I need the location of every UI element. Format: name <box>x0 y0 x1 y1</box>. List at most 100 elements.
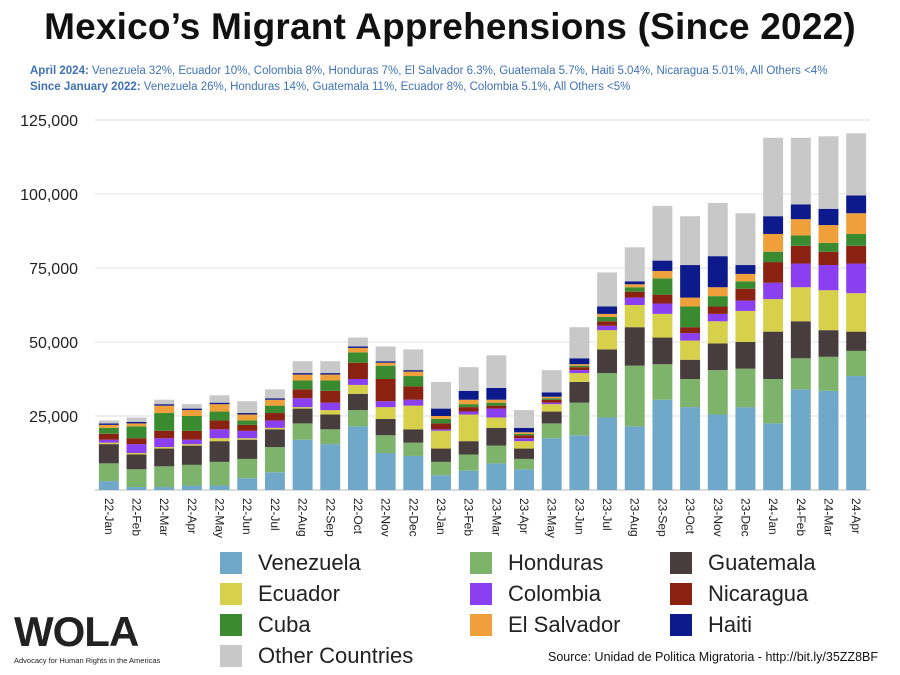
bar-segment-haiti <box>237 413 258 415</box>
bar-segment-nicaragua <box>154 430 175 439</box>
bar-segment-colombia <box>403 399 424 406</box>
bar-segment-el-salvador <box>486 399 507 403</box>
bar-segment-ecuador <box>652 313 673 338</box>
bar-segment-colombia <box>569 370 590 374</box>
bar-segment-el-salvador <box>680 297 701 307</box>
bar-segment-nicaragua <box>707 306 728 314</box>
x-tick-label: 24-Jan <box>766 498 780 535</box>
bar-segment-honduras <box>292 423 313 440</box>
x-tick-label: 23-Mar <box>489 498 503 536</box>
bar-segment-guatemala <box>375 418 396 436</box>
bar-segment-venezuela <box>486 463 507 490</box>
bar-segment-el-salvador <box>264 399 285 406</box>
bar-segment-honduras <box>209 461 230 486</box>
bar-segment-ecuador <box>597 330 618 350</box>
bar-segment-el-salvador <box>375 362 396 366</box>
bar-segment-el-salvador <box>237 414 258 421</box>
bar-segment-guatemala <box>818 330 839 357</box>
bar-segment-el-salvador <box>98 424 119 428</box>
x-tick-label: 23-Jul <box>600 498 614 531</box>
bar-segment-el-salvador <box>403 371 424 377</box>
bar-segment-guatemala <box>763 331 784 379</box>
y-tick-label: 100,000 <box>20 187 78 204</box>
bar-segment-nicaragua <box>597 321 618 326</box>
legend-swatch <box>220 552 242 574</box>
legend-label: El Salvador <box>508 612 621 637</box>
bar-segment-other-countries <box>514 410 534 428</box>
x-tick-label: 23-May <box>545 498 559 538</box>
bar-segment-colombia <box>126 444 147 453</box>
bar-segment-cuba <box>320 380 341 391</box>
bar-segment-ecuador <box>292 407 313 409</box>
y-tick-label: 25,000 <box>29 409 78 426</box>
legend-label: Honduras <box>508 550 604 575</box>
bar-segment-ecuador <box>264 427 285 430</box>
wola-logo: WOLA Advocacy for Human Rights in the Am… <box>14 608 164 666</box>
bar-segment-other-countries <box>347 337 368 347</box>
bar-segment-venezuela <box>209 485 230 490</box>
bar-segment-venezuela <box>98 481 119 490</box>
bar-segment-colombia <box>735 300 756 311</box>
x-tick-label: 23-Sep <box>655 498 669 537</box>
bar-segment-nicaragua <box>431 423 451 430</box>
bar-segment-nicaragua <box>126 438 147 445</box>
bar-segment-other-countries <box>403 349 424 371</box>
legend-swatch <box>470 583 492 605</box>
legend-label: Other Countries <box>258 643 414 668</box>
bar-segment-guatemala <box>624 327 645 366</box>
y-tick-label: 75,000 <box>29 261 78 278</box>
bar-segment-ecuador <box>347 384 368 394</box>
bar-segment-honduras <box>680 379 701 408</box>
bar-segment-ecuador <box>514 441 534 449</box>
bar-segment-venezuela <box>375 453 396 490</box>
bar-segment-venezuela <box>514 469 534 490</box>
bar-segment-cuba <box>264 405 285 414</box>
bar-segment-venezuela <box>707 414 728 490</box>
x-tick-label: 22-Jan <box>102 498 116 535</box>
bar-segment-honduras <box>541 423 562 439</box>
logo-tagline: Advocacy for Human Rights in the America… <box>14 656 161 665</box>
legend-item-nicaragua: Nicaragua <box>670 581 808 607</box>
legend-swatch <box>220 583 242 605</box>
bar-segment-haiti <box>514 427 534 433</box>
bar-segment-cuba <box>652 278 673 295</box>
bar-segment-el-salvador <box>735 273 756 282</box>
bar-segment-honduras <box>597 373 618 418</box>
bar-segment-honduras <box>735 368 756 408</box>
bar-segment-other-countries <box>707 202 728 257</box>
bar-segment-other-countries <box>292 361 313 374</box>
logo-wordmark: WOLA <box>14 608 139 655</box>
subtitle-april-2024-text: Venezuela 32%, Ecuador 10%, Colombia 8%,… <box>88 65 828 77</box>
bar-segment-ecuador <box>320 410 341 415</box>
legend-swatch <box>220 645 242 667</box>
bar-segment-venezuela <box>403 455 424 490</box>
bar-segment-venezuela <box>126 487 147 490</box>
bar-segment-venezuela <box>763 423 784 490</box>
bar-segment-colombia <box>818 265 839 291</box>
bar-segment-ecuador <box>375 407 396 419</box>
bar-segment-honduras <box>237 458 258 479</box>
legend-item-cuba: Cuba <box>220 612 311 638</box>
bar-segment-honduras <box>375 435 396 453</box>
bar-segment-other-countries <box>818 136 839 209</box>
bar-segment-cuba <box>735 281 756 289</box>
bar-segment-other-countries <box>735 213 756 266</box>
bar-segment-colombia <box>514 438 534 442</box>
bar-segment-venezuela <box>320 444 341 490</box>
bar-segment-cuba <box>458 404 479 408</box>
bar-segment-cuba <box>569 365 590 368</box>
legend-item-haiti: Haiti <box>670 612 752 638</box>
bar-segment-guatemala <box>458 441 479 455</box>
bar-segment-colombia <box>458 411 479 415</box>
bar-segment-el-salvador <box>154 405 175 414</box>
bar-segment-nicaragua <box>735 288 756 301</box>
bar-segment-el-salvador <box>763 233 784 252</box>
bar-segment-nicaragua <box>846 245 867 264</box>
bar-segment-guatemala <box>514 448 534 459</box>
legend-label: Nicaragua <box>708 581 809 606</box>
legend-item-honduras: Honduras <box>470 550 603 576</box>
bar-segment-guatemala <box>735 342 756 369</box>
bar-segment-haiti <box>292 373 313 375</box>
x-tick-label: 22-Mar <box>157 498 171 536</box>
